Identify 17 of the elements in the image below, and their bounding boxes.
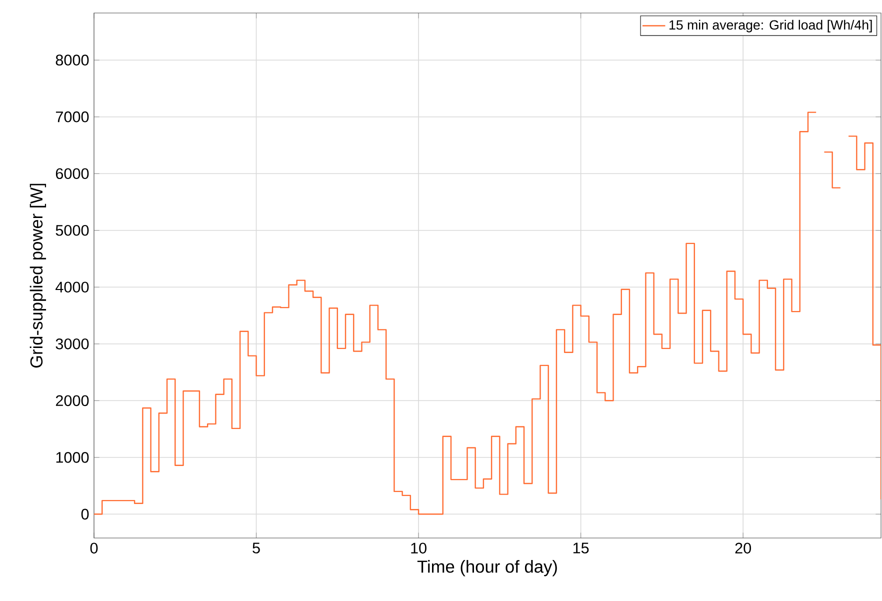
y-tick-label: 1000 [56, 452, 89, 463]
x-tick-label: 15 [573, 542, 589, 554]
y-tick-label: 7000 [56, 111, 89, 122]
y-tick-label: 2000 [56, 395, 89, 406]
y-axis-title: Grid-supplied power [W] [30, 184, 46, 368]
y-tick-label: 4000 [56, 282, 89, 293]
x-tick-label: 5 [252, 542, 260, 554]
x-axis-title: Time (hour of day) [417, 560, 557, 576]
x-tick-label: 0 [90, 542, 98, 554]
y-tick-label: 6000 [56, 168, 89, 180]
y-tick-label: 3000 [56, 338, 89, 350]
y-tick-label: 0 [81, 508, 89, 520]
x-tick-label: 10 [411, 542, 426, 554]
legend-label: 15 min average: Grid load [Wh/4h] [670, 20, 872, 32]
y-tick-label: 8000 [56, 54, 89, 66]
y-tick-label: 5000 [56, 224, 89, 236]
x-tick-label: 20 [735, 542, 751, 554]
